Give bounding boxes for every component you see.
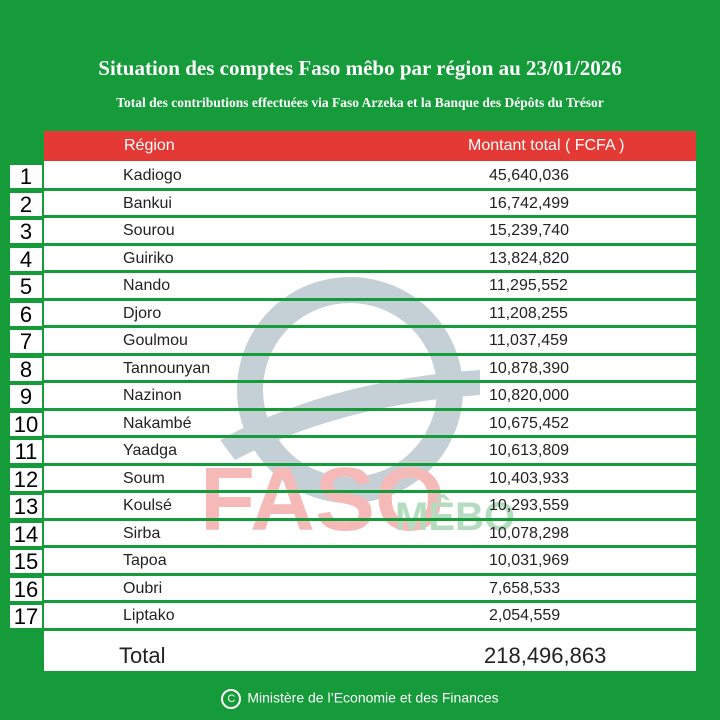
table-row: Goulmou 11,037,459 xyxy=(44,328,696,356)
region-amount: 10,675,452 xyxy=(489,414,570,432)
table-row: Nando 11,295,552 xyxy=(44,273,696,301)
rank-number: 10 xyxy=(10,412,42,436)
footer-text: Ministère de l’Economie et des Finances xyxy=(247,689,499,706)
row-divider xyxy=(44,627,696,631)
row-divider xyxy=(44,572,696,576)
table-row: Nakambé 10,675,452 xyxy=(44,411,696,438)
table-row: Sirba 10,078,298 xyxy=(44,521,696,548)
table-row: Bankui 16,742,499 xyxy=(44,191,696,218)
rank-number: 14 xyxy=(10,522,42,546)
region-name: Koulsé xyxy=(123,497,172,514)
table-row: Tannounyan 10,878,390 xyxy=(44,356,696,383)
rank-number: 12 xyxy=(10,467,42,491)
region-name: Djoro xyxy=(123,304,162,322)
rank-number: 5 xyxy=(10,275,42,299)
regions-table: Région Montant total ( FCFA ) FASO MÊBO … xyxy=(44,131,696,671)
region-name: Bankui xyxy=(123,194,172,212)
region-amount: 15,239,740 xyxy=(489,222,570,239)
table-row: Nazinon 10,820,000 xyxy=(44,383,696,411)
region-amount: 10,820,000 xyxy=(489,387,570,404)
region-name: Sourou xyxy=(123,222,175,239)
table-row: Liptako 2,054,559 xyxy=(44,603,696,631)
table-row: Kadiogo 45,640,036 xyxy=(44,163,696,191)
row-divider xyxy=(44,407,696,411)
total-label: Total xyxy=(119,643,166,668)
row-divider xyxy=(44,215,696,218)
region-name: Goulmou xyxy=(123,332,188,349)
region-amount: 16,742,499 xyxy=(489,194,570,212)
region-amount: 10,403,933 xyxy=(489,469,570,487)
row-divider xyxy=(44,600,696,603)
region-name: Nando xyxy=(123,277,171,294)
table-row: Soum 10,403,933 xyxy=(44,466,696,493)
row-divider xyxy=(44,352,696,356)
region-amount: 10,293,559 xyxy=(489,497,570,514)
rank-number: 17 xyxy=(10,605,42,629)
rank-number: 8 xyxy=(10,357,42,381)
row-divider xyxy=(44,380,696,383)
table-row: Djoro 11,208,255 xyxy=(44,301,696,328)
footer: C Ministère de l’Economie et des Finances xyxy=(0,689,720,709)
table-row: Tapoa 10,031,969 xyxy=(44,548,696,576)
row-divider xyxy=(44,297,696,301)
region-name: Yaadga xyxy=(123,442,177,459)
row-divider xyxy=(44,462,696,466)
region-amount: 13,824,820 xyxy=(489,249,570,267)
table-row: Koulsé 10,293,559 xyxy=(44,493,696,521)
rank-number: 11 xyxy=(10,440,42,464)
region-name: Sirba xyxy=(123,524,161,542)
region-name: Tannounyan xyxy=(123,359,211,377)
region-amount: 45,640,036 xyxy=(489,167,570,184)
region-amount: 10,878,390 xyxy=(489,359,570,377)
region-column-header: Région xyxy=(124,137,175,154)
table-row: Guiriko 13,824,820 xyxy=(44,246,696,273)
rank-number: 13 xyxy=(10,495,42,519)
table-header: Région Montant total ( FCFA ) xyxy=(44,131,696,161)
rank-number: 4 xyxy=(10,247,42,271)
copyright-icon: C xyxy=(221,689,242,709)
region-amount: 10,078,298 xyxy=(489,524,570,542)
row-divider xyxy=(44,270,696,273)
region-amount: 2,054,559 xyxy=(489,607,561,624)
region-amount: 11,208,255 xyxy=(489,304,568,322)
row-divider xyxy=(44,242,696,246)
region-name: Nakambé xyxy=(123,414,192,432)
rank-number: 9 xyxy=(10,385,42,409)
rank-number: 6 xyxy=(10,302,42,326)
region-amount: 10,031,969 xyxy=(489,552,570,569)
region-amount: 11,295,552 xyxy=(489,277,568,294)
amount-column-header: Montant total ( FCFA ) xyxy=(468,137,625,154)
region-name: Guiriko xyxy=(123,249,174,267)
table-row: Oubri 7,658,533 xyxy=(44,576,696,603)
rank-number: 2 xyxy=(10,192,42,216)
table-row: Sourou 15,239,740 xyxy=(44,218,696,246)
total-row: Total 218,496,863 xyxy=(44,639,696,671)
region-name: Nazinon xyxy=(123,387,182,404)
rank-number: 3 xyxy=(10,220,42,244)
region-name: Kadiogo xyxy=(123,167,182,184)
table-row: Yaadga 10,613,809 xyxy=(44,438,696,466)
row-divider xyxy=(44,435,696,438)
region-amount: 11,037,459 xyxy=(489,332,568,349)
rank-number: 15 xyxy=(10,550,42,574)
region-amount: 10,613,809 xyxy=(489,442,570,459)
rank-number: 7 xyxy=(10,330,42,354)
region-name: Tapoa xyxy=(123,552,167,569)
total-amount: 218,496,863 xyxy=(484,643,607,668)
region-name: Soum xyxy=(123,469,165,487)
rank-number: 1 xyxy=(10,165,42,189)
row-divider xyxy=(44,545,696,548)
row-divider xyxy=(44,325,696,328)
row-divider xyxy=(44,517,696,521)
page-subtitle: Total des contributions effectuées via F… xyxy=(116,95,604,110)
region-name: Liptako xyxy=(123,607,175,624)
row-divider xyxy=(44,490,696,493)
region-amount: 7,658,533 xyxy=(489,579,561,597)
row-divider xyxy=(44,187,696,191)
page-title: Situation des comptes Faso mêbo par régi… xyxy=(98,56,622,80)
region-name: Oubri xyxy=(123,579,163,597)
rank-number: 16 xyxy=(10,577,42,601)
